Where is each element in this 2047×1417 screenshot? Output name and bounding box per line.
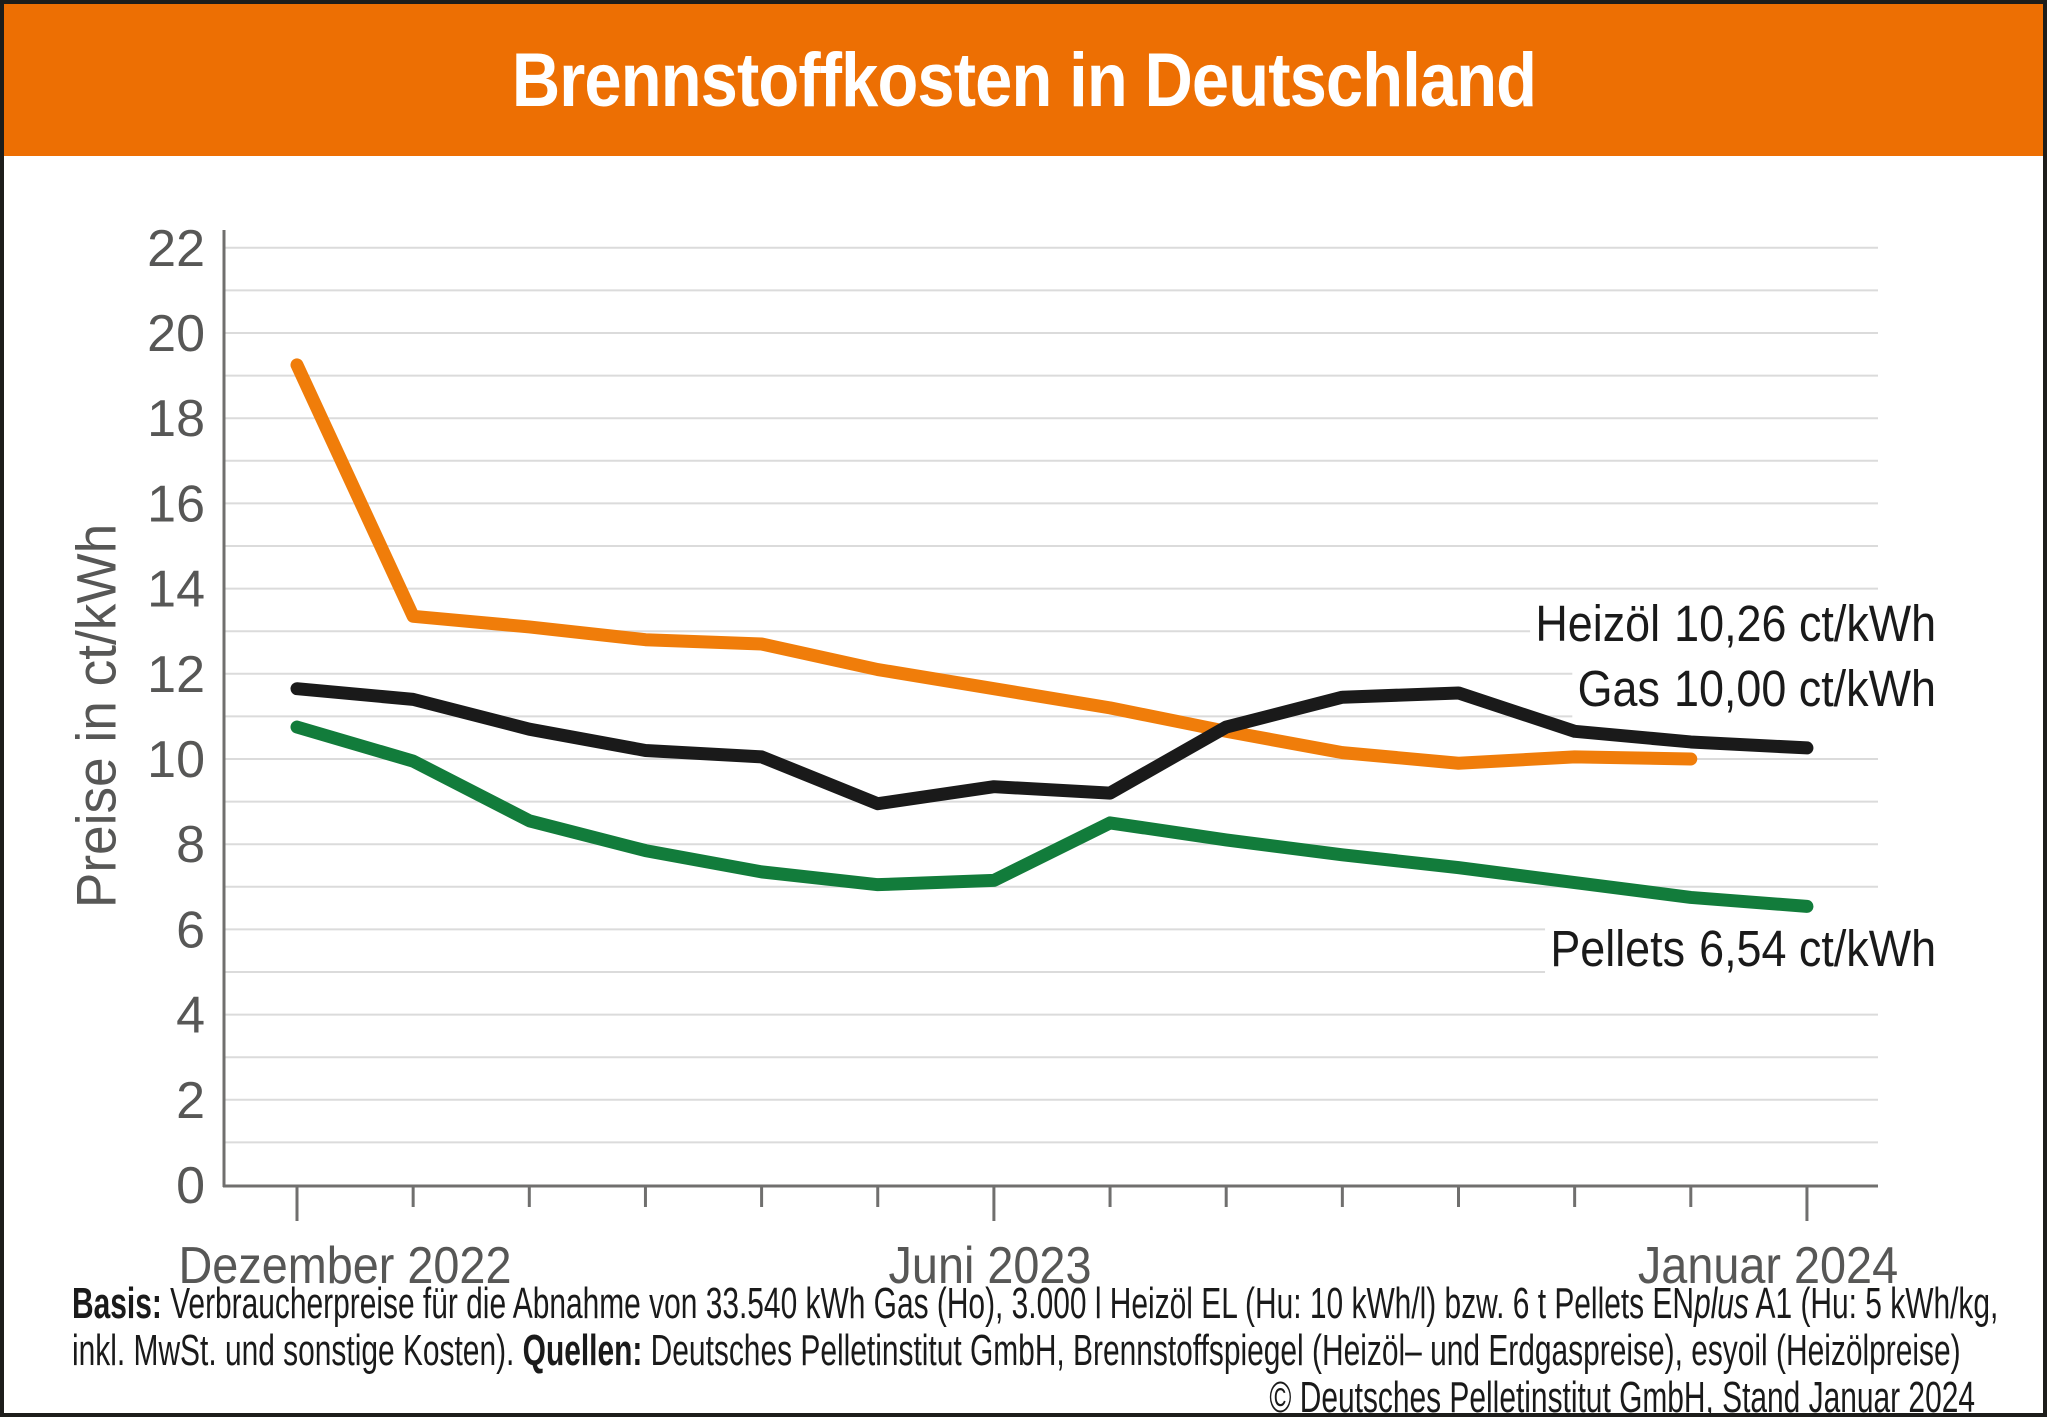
x-tick-label-januar-2024: Januar 2024: [1637, 1237, 1899, 1295]
series-label-name: Pellets: [1549, 920, 1685, 977]
y-tick-label-14: 14: [147, 561, 205, 619]
footnote: Basis: Verbraucherpreise für die Abnahme…: [72, 1279, 1998, 1417]
series-line-heizöl: [290, 682, 1814, 811]
series-label-name: Gas: [1577, 660, 1660, 717]
y-tick-label-12: 12: [147, 646, 205, 704]
footnote-quellen-line: inkl. MwSt. und sonstige Kosten). Quelle…: [72, 1326, 1961, 1375]
y-tick-label-6: 6: [176, 901, 205, 959]
x-tick-label-dezember-2022: Dezember 2022: [178, 1237, 512, 1295]
footnote-text-segment: inkl. MwSt. und sonstige Kosten).: [72, 1326, 523, 1375]
chart-title: Brennstoffkosten in Deutschland: [511, 37, 1536, 123]
series-label-name: Heizöl: [1534, 595, 1660, 652]
y-tick-label-0: 0: [176, 1157, 205, 1215]
footnote-text-segment: Verbraucherpreise für die Abnahme von 33…: [161, 1279, 1695, 1328]
footnote-basis-line: Basis: Verbraucherpreise für die Abnahme…: [72, 1279, 1998, 1328]
y-tick-label-10: 10: [147, 731, 205, 789]
series-label-value: 10,26 ct/kWh: [1673, 595, 1936, 652]
series-label-heizöl: Heizöl 10,26 ct/kWh: [1529, 592, 1941, 655]
series-label-pellets: Pellets 6,54 ct/kWh: [1544, 917, 1941, 980]
footnote-italic-segment: plus: [1694, 1279, 1749, 1328]
footnote-text-segment: A1 (Hu: 5 kWh/kg,: [1748, 1279, 1999, 1328]
series-label-value: 10,00 ct/kWh: [1673, 660, 1936, 717]
y-tick-label-22: 22: [147, 220, 205, 278]
y-tick-label-8: 8: [176, 816, 205, 874]
y-tick-label-4: 4: [176, 987, 205, 1045]
y-tick-label-20: 20: [147, 305, 205, 363]
series-label-gas: Gas 10,00 ct/kWh: [1572, 657, 1941, 720]
footnote-bold-segment: Quellen:: [522, 1326, 643, 1375]
series-label-value: 6,54 ct/kWh: [1698, 920, 1936, 977]
footnote-text-segment: © Deutsches Pelletinstitut GmbH, Stand J…: [1269, 1373, 1975, 1417]
footnote-text-segment: Deutsches Pelletinstitut GmbH, Brennstof…: [642, 1326, 1961, 1375]
x-tick-label-juni-2023: Juni 2023: [888, 1237, 1092, 1295]
footnote-copyright-line: © Deutsches Pelletinstitut GmbH, Stand J…: [681, 1374, 1975, 1417]
series-line-gas: [290, 358, 1698, 770]
y-tick-label-2: 2: [176, 1072, 205, 1130]
y-tick-label-16: 16: [147, 475, 205, 533]
header-bar: Brennstoffkosten in Deutschland: [4, 4, 2043, 156]
series-line-pellets: [290, 720, 1814, 913]
footnote-bold-segment: Basis:: [72, 1279, 162, 1328]
y-tick-label-18: 18: [147, 390, 205, 448]
y-axis-title: Preise in ct/kWh: [64, 523, 128, 909]
